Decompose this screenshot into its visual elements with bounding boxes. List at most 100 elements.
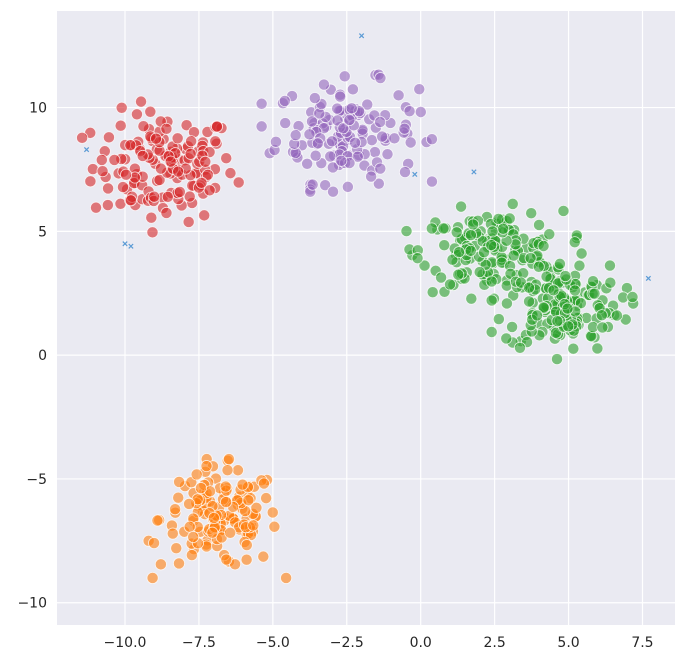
scatter-point [376, 130, 389, 143]
x-tick-label: −5.0 [256, 635, 290, 651]
scatter-point [173, 185, 186, 198]
scatter-point [76, 131, 89, 144]
scatter-point [388, 132, 401, 145]
scatter-point [164, 155, 177, 168]
scatter-point [278, 94, 291, 107]
scatter-point [492, 313, 505, 326]
scatter-point [403, 105, 416, 118]
scatter-point [610, 309, 623, 322]
scatter-point [587, 275, 600, 288]
scatter-point [255, 97, 268, 110]
scatter-point [346, 83, 359, 96]
scatter-point [444, 278, 457, 291]
scatter-point [551, 315, 564, 328]
scatter-point [372, 177, 385, 190]
scatter-point [219, 480, 232, 493]
scatter-point [130, 108, 143, 121]
grid [57, 11, 675, 625]
scatter-point [146, 571, 159, 584]
scatter-point [345, 102, 358, 115]
scatter-point [136, 149, 149, 162]
scatter-point [523, 281, 536, 294]
scatter-point [154, 162, 167, 175]
scatter-point [361, 98, 374, 111]
scatter-point [172, 491, 185, 504]
scatter-point [425, 222, 438, 235]
x-tick-label: −7.5 [182, 635, 216, 651]
scatter-point [148, 537, 161, 550]
scatter-point [486, 225, 499, 238]
scatter-point [172, 165, 185, 178]
scatter-point [257, 477, 270, 490]
scatter-point [187, 531, 200, 544]
scatter-point [206, 526, 219, 539]
x-tick-label: 7.5 [631, 635, 653, 651]
scatter-point [232, 176, 245, 189]
scatter-point [166, 527, 179, 540]
scatter-point [425, 133, 438, 146]
y-tick-label: 0 [38, 348, 47, 364]
scatter-point [207, 511, 220, 524]
scatter-point [96, 165, 109, 178]
outlier-marker [645, 275, 652, 282]
x-tick-label: −2.5 [330, 635, 364, 651]
scatter-point [547, 284, 560, 297]
scatter-point [124, 194, 137, 207]
scatter-point [418, 259, 431, 272]
scatter-point [568, 236, 581, 249]
scatter-point [180, 119, 193, 132]
scatter-point [334, 90, 347, 103]
scatter-point [170, 542, 183, 555]
scatter-point [465, 292, 478, 305]
scatter-point [553, 257, 566, 270]
scatter-point [413, 83, 426, 96]
scatter-point [324, 150, 337, 163]
scatter-point [279, 117, 292, 130]
scatter-point [224, 526, 237, 539]
scatter-point [160, 122, 173, 135]
outlier-marker [412, 171, 418, 178]
scatter-point [183, 190, 196, 203]
scatter-point [327, 185, 340, 198]
scatter-point [145, 211, 158, 224]
scatter-point [185, 549, 198, 562]
scatter-point [326, 135, 339, 148]
scatter-point [148, 190, 161, 203]
scatter-point [485, 294, 498, 307]
scatter-point [269, 135, 282, 148]
scatter-point [341, 180, 354, 193]
scatter-point [365, 170, 378, 183]
scatter-point [506, 320, 519, 333]
y-tick-label: −10 [17, 596, 47, 612]
scatter-point [549, 326, 562, 339]
scatter-point [308, 92, 321, 105]
scatter-point [411, 252, 424, 265]
scatter-point [503, 212, 516, 225]
outlier-marker [122, 241, 128, 247]
scatter-point [343, 113, 356, 126]
scatter-point [114, 119, 127, 132]
scatter-point [154, 558, 167, 571]
outlier-marker [471, 169, 477, 175]
scatter-point [86, 163, 99, 176]
scatter-point [450, 226, 463, 239]
scatter-point [524, 252, 537, 265]
scatter-point [221, 464, 234, 477]
scatter-point [160, 206, 173, 219]
scatter-point [588, 287, 601, 300]
scatter-point [507, 249, 520, 262]
scatter-point [240, 539, 253, 552]
scatter-point [626, 291, 639, 304]
scatter-point [446, 253, 459, 266]
scatter-point [437, 222, 450, 235]
y-tick-label: 5 [38, 224, 47, 240]
scatter-point [497, 222, 510, 235]
scatter-point [135, 95, 148, 108]
scatter-point [467, 218, 480, 231]
scatter-point [537, 239, 550, 252]
scatter-point [464, 229, 477, 242]
scatter-point [183, 497, 196, 510]
scatter-point [211, 120, 224, 133]
scatter-point [255, 120, 268, 133]
scatter-point [574, 297, 587, 310]
